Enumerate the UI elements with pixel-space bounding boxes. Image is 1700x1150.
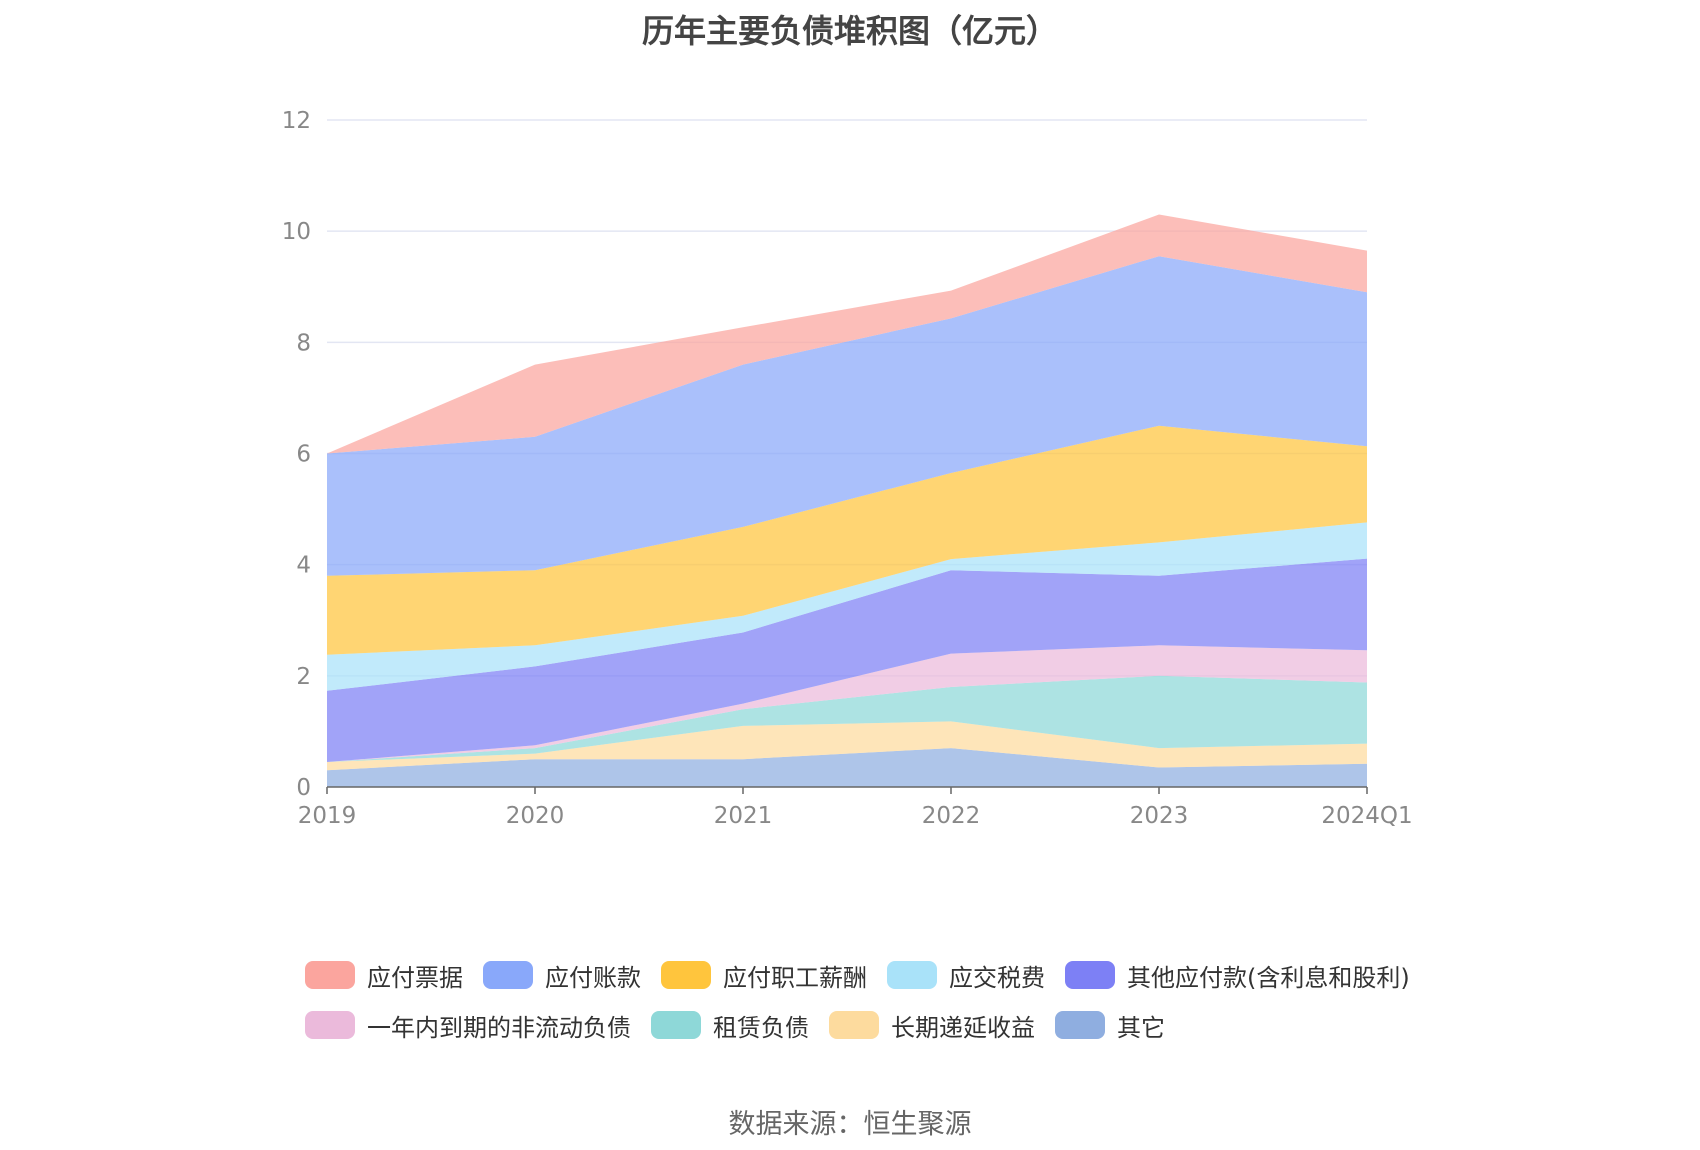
legend-item[interactable]: 一年内到期的非流动负债 xyxy=(305,1008,631,1043)
y-tick-label: 0 xyxy=(296,775,311,801)
legend-swatch xyxy=(305,961,355,989)
area-长期递延收益 xyxy=(327,721,1367,771)
legend-label: 其它 xyxy=(1117,1013,1165,1042)
area-应交税费 xyxy=(327,522,1367,691)
y-tick-label: 6 xyxy=(296,442,311,468)
legend-label: 租赁负债 xyxy=(713,1013,809,1042)
stacked-area-chart: 0 2 4 6 8 10 12 2019 2020 2021 2022 2023 2024Q1 xyxy=(282,108,1413,829)
legend-item[interactable]: 其它 xyxy=(1055,1008,1165,1043)
legend-item[interactable]: 其他应付款(含利息和股利) xyxy=(1065,958,1410,993)
x-tick-label: 2023 xyxy=(1130,803,1189,829)
data-source: 数据来源：恒生聚源 xyxy=(728,1109,972,1140)
legend: 应付票据 应付账款 应付职工薪酬 应交税费 其他应付款(含利息和股利) 一年内到期的非流… xyxy=(305,950,1455,1050)
area-一年内到期的非流动负债 xyxy=(327,645,1367,762)
axes: 0 2 4 6 8 10 12 2019 2020 2021 2022 2023 2024Q1 xyxy=(282,108,1413,829)
area-应付票据 xyxy=(327,214,1367,454)
x-tick-label: 2021 xyxy=(714,803,773,829)
legend-swatch xyxy=(651,1011,701,1039)
y-tick-label: 4 xyxy=(296,553,311,579)
area-应付账款 xyxy=(327,256,1367,576)
y-tick-label: 12 xyxy=(282,108,311,134)
x-tick-label: 2022 xyxy=(922,803,981,829)
legend-swatch xyxy=(1065,961,1115,989)
legend-item[interactable]: 应付账款 xyxy=(483,958,641,993)
x-tick-label: 2020 xyxy=(506,803,565,829)
x-tick-label: 2019 xyxy=(298,803,357,829)
x-tick-label: 2024Q1 xyxy=(1321,803,1412,829)
y-tick-label: 2 xyxy=(296,664,311,690)
chart-title: 历年主要负债堆积图（亿元） xyxy=(641,12,1058,50)
legend-item[interactable]: 应交税费 xyxy=(887,958,1045,993)
area-其它 xyxy=(327,748,1367,787)
legend-row-1: 应付票据 应付账款 应付职工薪酬 应交税费 其他应付款(含利息和股利) xyxy=(305,950,1455,1000)
y-tick-label: 8 xyxy=(296,330,311,356)
area-series xyxy=(327,214,1367,787)
y-tick-label: 10 xyxy=(282,219,311,245)
legend-swatch xyxy=(305,1011,355,1039)
legend-label: 应付票据 xyxy=(367,963,463,992)
legend-label: 其他应付款(含利息和股利) xyxy=(1127,963,1410,992)
legend-swatch xyxy=(829,1011,879,1039)
legend-item[interactable]: 应付职工薪酬 xyxy=(661,958,867,993)
legend-item[interactable]: 长期递延收益 xyxy=(829,1008,1035,1043)
legend-swatch xyxy=(887,961,937,989)
legend-label: 长期递延收益 xyxy=(891,1013,1035,1042)
legend-label: 应付账款 xyxy=(545,963,641,992)
legend-swatch xyxy=(1055,1011,1105,1039)
legend-label: 一年内到期的非流动负债 xyxy=(367,1013,631,1042)
legend-label: 应付职工薪酬 xyxy=(723,963,867,992)
legend-swatch xyxy=(661,961,711,989)
area-租赁负债 xyxy=(327,675,1367,762)
area-应付职工薪酬 xyxy=(327,425,1367,655)
legend-label: 应交税费 xyxy=(949,963,1045,992)
legend-row-2: 一年内到期的非流动负债 租赁负债 长期递延收益 其它 xyxy=(305,1000,1455,1050)
legend-item[interactable]: 租赁负债 xyxy=(651,1008,809,1043)
legend-item[interactable]: 应付票据 xyxy=(305,958,463,993)
area-其他应付款(含利息和股利) xyxy=(327,558,1367,762)
legend-swatch xyxy=(483,961,533,989)
